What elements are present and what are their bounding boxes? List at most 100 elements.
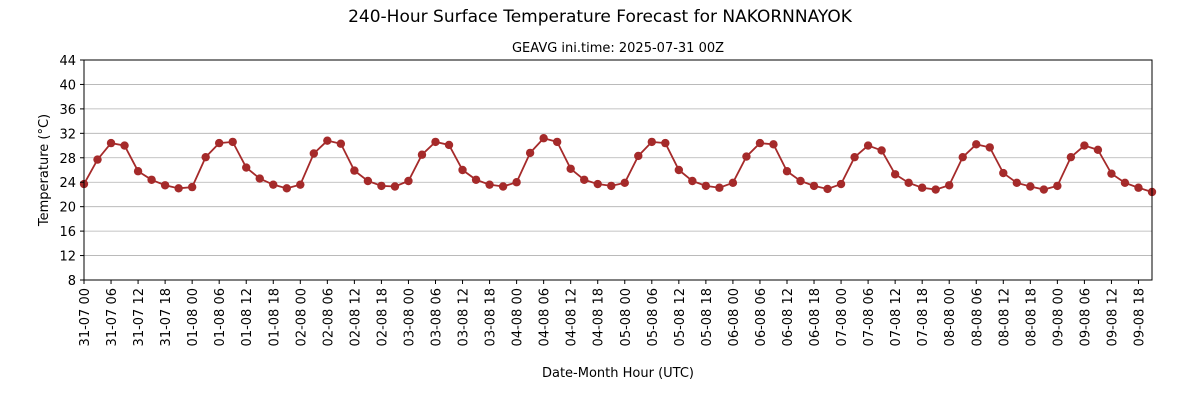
- y-axis-label: Temperature (°C): [37, 114, 52, 227]
- data-point: [1080, 141, 1089, 150]
- x-tick-label: 08-08 06: [970, 288, 985, 346]
- y-tick-label: 36: [59, 103, 76, 118]
- data-point: [133, 167, 143, 176]
- data-point: [282, 184, 291, 193]
- data-point: [728, 178, 738, 188]
- x-tick-label: 31-07 00: [78, 288, 93, 346]
- x-tick-label: 05-08 12: [673, 288, 688, 346]
- x-tick-label: 06-08 18: [808, 288, 823, 346]
- y-tick-label: 24: [59, 176, 76, 191]
- data-point: [147, 175, 156, 184]
- data-point: [823, 184, 832, 194]
- x-axis-label: Date-Month Hour (UTC): [542, 366, 694, 381]
- data-point: [1093, 145, 1103, 155]
- data-point: [93, 155, 102, 164]
- x-tick-label: 09-08 06: [1078, 288, 1093, 346]
- data-point: [863, 141, 873, 150]
- data-point: [580, 175, 589, 184]
- x-tick-label: 04-08 06: [538, 288, 553, 346]
- data-point: [471, 175, 481, 184]
- data-point: [323, 136, 332, 145]
- data-point: [917, 183, 927, 192]
- data-point: [607, 181, 616, 191]
- data-point: [255, 174, 264, 183]
- x-tick-label: 06-08 00: [727, 288, 742, 346]
- x-tick-label: 08-08 18: [1024, 288, 1039, 346]
- data-point: [377, 181, 386, 191]
- data-point: [242, 163, 251, 172]
- data-point: [945, 181, 954, 190]
- data-point: [417, 150, 427, 159]
- data-point: [539, 134, 548, 143]
- data-point: [647, 137, 656, 147]
- x-tick-label: 07-08 06: [862, 288, 877, 346]
- data-point: [593, 179, 602, 189]
- data-point: [661, 138, 670, 148]
- x-tick-label: 02-08 06: [321, 288, 336, 346]
- x-tick-label: 04-08 12: [565, 288, 580, 346]
- x-tick-label: 03-08 06: [429, 288, 444, 346]
- data-point: [174, 184, 183, 193]
- x-tick-label: 09-08 18: [1132, 288, 1147, 346]
- y-tick-label: 40: [59, 78, 76, 93]
- data-point: [525, 148, 535, 158]
- x-tick-label: 03-08 00: [402, 288, 417, 346]
- x-tick-label: 03-08 12: [457, 288, 472, 346]
- data-point: [755, 138, 765, 148]
- data-point: [999, 168, 1008, 178]
- x-tick-label: 06-08 06: [754, 288, 769, 346]
- data-point: [106, 138, 116, 148]
- data-point: [1107, 169, 1116, 178]
- data-point: [350, 166, 359, 175]
- data-point: [1120, 178, 1130, 188]
- data-point: [187, 182, 197, 192]
- data-point: [566, 164, 575, 173]
- data-point: [444, 140, 454, 150]
- data-point: [1039, 185, 1049, 194]
- x-tick-label: 01-08 12: [240, 288, 255, 346]
- series-layer: [79, 134, 1157, 197]
- data-point: [431, 137, 440, 147]
- x-tick-label: 02-08 18: [375, 288, 390, 346]
- x-tick-label: 01-08 06: [213, 288, 228, 346]
- y-axis-ticks: 8 12 16 20 24 28 32 36 40 44: [59, 54, 84, 289]
- x-tick-label: 01-08 18: [267, 288, 282, 346]
- data-point: [404, 176, 413, 186]
- data-point: [620, 178, 629, 188]
- x-tick-label: 09-08 12: [1105, 288, 1120, 346]
- data-point: [701, 181, 711, 191]
- x-tick-label: 04-08 00: [511, 288, 526, 346]
- y-tick-label: 20: [59, 201, 76, 216]
- x-tick-label: 01-08 00: [186, 288, 201, 346]
- data-point: [958, 152, 967, 162]
- data-point: [1053, 181, 1062, 191]
- data-point: [985, 143, 994, 152]
- data-point: [674, 165, 684, 175]
- data-point: [890, 170, 900, 179]
- x-tick-label: 05-08 00: [619, 288, 634, 346]
- x-tick-label: 08-08 00: [943, 288, 958, 346]
- data-point: [1026, 182, 1035, 191]
- chart-subtitle: GEAVG ini.time: 2025-07-31 00Z: [512, 41, 724, 56]
- data-point: [715, 183, 724, 192]
- data-point: [796, 176, 805, 186]
- data-point: [836, 179, 846, 189]
- data-point: [363, 176, 373, 186]
- data-point: [904, 178, 913, 188]
- data-point: [120, 141, 129, 150]
- x-tick-label: 02-08 12: [348, 288, 363, 346]
- data-point: [877, 146, 886, 155]
- data-point: [390, 182, 400, 191]
- x-tick-label: 05-08 06: [646, 288, 661, 346]
- x-tick-label: 31-07 12: [132, 288, 147, 346]
- data-point: [972, 140, 981, 149]
- x-tick-label: 03-08 18: [484, 288, 499, 346]
- data-point: [1066, 152, 1076, 162]
- x-tick-label: 07-08 00: [835, 288, 850, 346]
- data-point: [309, 149, 319, 158]
- x-tick-label: 07-08 12: [889, 288, 904, 346]
- data-point: [336, 139, 346, 148]
- data-point: [552, 137, 562, 147]
- data-point: [809, 181, 819, 191]
